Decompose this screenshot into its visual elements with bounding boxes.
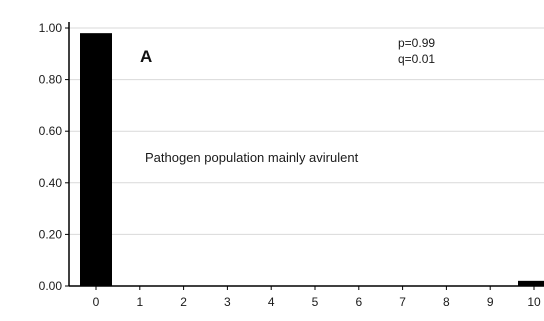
- y-tick-label: 0.40: [39, 176, 63, 190]
- x-tick-label: 6: [355, 295, 362, 309]
- x-tick-label: 7: [399, 295, 406, 309]
- p-annotation: p=0.99: [398, 36, 435, 50]
- x-tick-label: 9: [487, 295, 494, 309]
- y-tick-label: 0.60: [39, 124, 63, 138]
- bar: [80, 33, 112, 286]
- x-tick-label: 5: [312, 295, 319, 309]
- x-tick-label: 10: [527, 295, 541, 309]
- x-tick-label: 2: [180, 295, 187, 309]
- gridlines: [69, 27, 544, 235]
- x-tick-label: 1: [136, 295, 143, 309]
- bar: [518, 280, 544, 286]
- x-tick-label: 4: [268, 295, 275, 309]
- panel-label: A: [140, 47, 152, 66]
- y-tick-label: 0.80: [39, 73, 63, 87]
- bars: [80, 33, 544, 286]
- y-axis-ticks: 0.00 0.20 0.40 0.60 0.80 1.00: [39, 21, 69, 293]
- y-tick-label: 0.20: [39, 227, 63, 241]
- q-annotation: q=0.01: [398, 52, 435, 66]
- population-note: Pathogen population mainly avirulent: [145, 150, 359, 165]
- x-axis-ticks: 0 1 2 3 4 5 6 7 8 9 10: [93, 286, 541, 309]
- x-tick-label: 0: [93, 295, 100, 309]
- x-tick-label: 8: [443, 295, 450, 309]
- y-tick-label: 0.00: [39, 279, 63, 293]
- x-tick-label: 3: [224, 295, 231, 309]
- y-tick-label: 1.00: [39, 21, 63, 35]
